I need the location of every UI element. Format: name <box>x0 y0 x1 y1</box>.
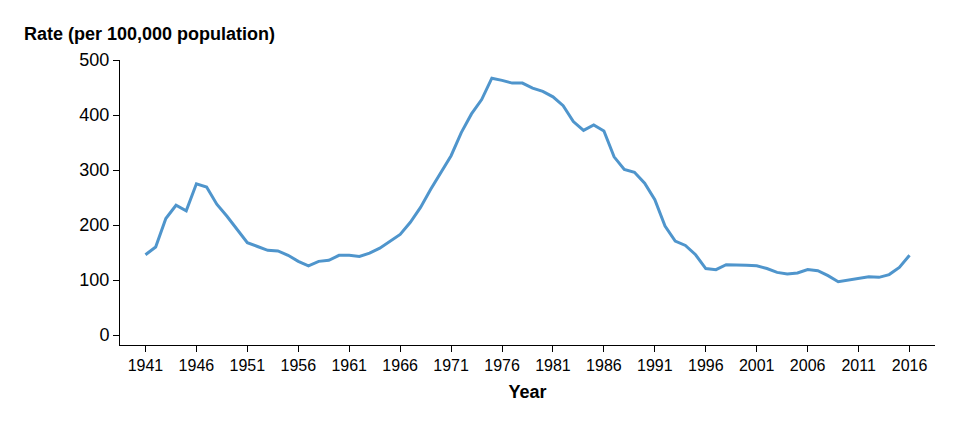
svg-text:2016: 2016 <box>892 357 928 374</box>
svg-text:1951: 1951 <box>230 357 266 374</box>
svg-text:1971: 1971 <box>433 357 469 374</box>
svg-text:500: 500 <box>79 50 109 70</box>
svg-text:Rate (per 100,000 population): Rate (per 100,000 population) <box>24 24 275 44</box>
svg-text:400: 400 <box>79 105 109 125</box>
svg-text:Year: Year <box>508 382 546 402</box>
svg-text:1986: 1986 <box>586 357 622 374</box>
svg-text:2011: 2011 <box>841 357 876 374</box>
svg-text:0: 0 <box>99 325 109 345</box>
svg-text:2006: 2006 <box>790 357 826 374</box>
svg-text:1946: 1946 <box>179 357 215 374</box>
svg-text:1996: 1996 <box>688 357 724 374</box>
svg-text:1941: 1941 <box>128 357 164 374</box>
svg-text:1976: 1976 <box>484 357 520 374</box>
svg-text:1961: 1961 <box>331 357 367 374</box>
svg-text:1956: 1956 <box>280 357 316 374</box>
svg-text:1991: 1991 <box>637 357 673 374</box>
svg-text:300: 300 <box>79 160 109 180</box>
svg-text:1981: 1981 <box>535 357 571 374</box>
svg-text:200: 200 <box>79 215 109 235</box>
svg-text:100: 100 <box>79 270 109 290</box>
svg-text:1966: 1966 <box>382 357 418 374</box>
svg-text:2001: 2001 <box>739 357 775 374</box>
